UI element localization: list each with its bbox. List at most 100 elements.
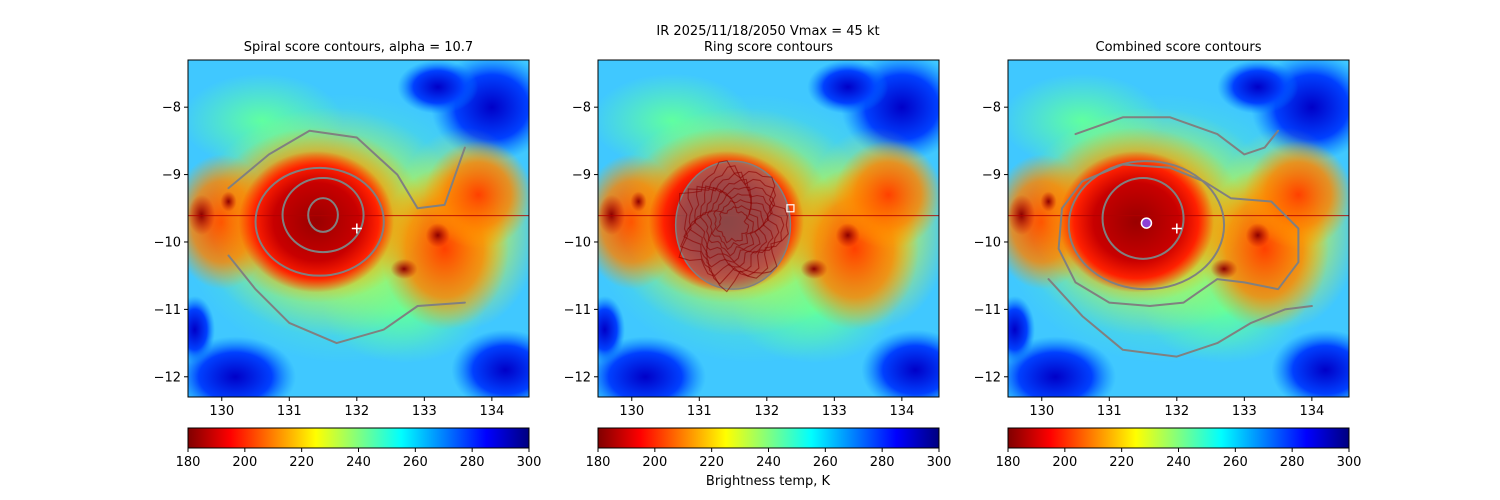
ring-inner-contour (711, 200, 754, 251)
axes-frame (1007, 59, 1350, 398)
colorbar-tick-label: 280 (1280, 455, 1305, 470)
axes-frame (597, 59, 940, 398)
deep-convection (800, 258, 828, 280)
cold-region (1217, 60, 1299, 114)
score-contour-line (1057, 163, 1300, 307)
ring-center-marker (786, 204, 795, 213)
y-tick-label: −11 (564, 303, 591, 318)
x-tick-label: 134 (889, 404, 914, 419)
x-tick-label: 133 (412, 404, 437, 419)
rainband (1244, 140, 1349, 249)
colorbar-tick-label: 300 (1337, 455, 1362, 470)
cold-region (1271, 329, 1349, 397)
cold-region (598, 336, 707, 397)
x-tick-label: 132 (344, 404, 369, 419)
y-tick-label: −10 (974, 235, 1001, 250)
contours (674, 160, 792, 293)
score-contour-ring (281, 176, 365, 254)
deep-convection (1210, 258, 1238, 280)
colorbar (597, 427, 940, 449)
ring-inner-contour (693, 186, 770, 268)
ring-inner-contour (678, 160, 789, 293)
ring-inner-contour (683, 171, 780, 277)
cold-region (598, 295, 626, 364)
colorbar-tick-label: 200 (232, 455, 257, 470)
colorbar-label: Brightness temp, K (706, 474, 831, 489)
deep-convection (835, 223, 860, 248)
colorbar-tick-label: 220 (699, 455, 724, 470)
colorbar-tick-label: 220 (1109, 455, 1134, 470)
score-contour-line (1074, 116, 1280, 156)
y-tick-label: −10 (564, 235, 591, 250)
colorbar-tick-label: 240 (756, 455, 781, 470)
y-tick-label: −9 (982, 168, 1001, 183)
colorbar-tick-label: 180 (996, 455, 1021, 470)
y-tick-label: −10 (154, 235, 181, 250)
contours (1047, 116, 1313, 358)
colorbar-tick-label: 260 (813, 455, 838, 470)
panel-title: Ring score contours (704, 40, 833, 55)
colorbar (1007, 427, 1350, 449)
colorbar (187, 427, 530, 449)
x-tick-label: 131 (1097, 404, 1122, 419)
y-tick-label: −8 (982, 101, 1001, 116)
central-overcast (1058, 150, 1214, 293)
cold-region (188, 336, 297, 397)
colorbar-tick-label: 260 (1223, 455, 1248, 470)
ring-inner-contour (715, 206, 750, 244)
panel-title: Spiral score contours, alpha = 10.7 (244, 40, 473, 55)
rainband (424, 140, 529, 249)
deep-convection (598, 194, 626, 236)
colorbar-tick-label: 300 (517, 455, 542, 470)
brightness-image (1008, 60, 1349, 397)
score-contour-ring (254, 166, 385, 277)
panel-ring: Ring score contours 130 131 132 133 134 −8 −9 −1… (564, 40, 952, 470)
y-tick-label: −11 (974, 303, 1001, 318)
panel-spiral: Spiral score contours, alpha = 10.7 130 13… (154, 40, 542, 470)
x-tick-label: 132 (754, 404, 779, 419)
score-contour-ring (1101, 176, 1185, 260)
center-plus-marker (351, 223, 362, 234)
center-plus-marker (1171, 223, 1182, 234)
score-contour-line (227, 129, 466, 210)
deep-convection (188, 194, 216, 236)
y-tick-label: −12 (974, 370, 1001, 385)
cold-region (861, 329, 939, 397)
brightness-image (188, 60, 529, 397)
y-tick-label: −8 (572, 101, 591, 116)
x-tick-label: 133 (1232, 404, 1257, 419)
x-tick-label: 132 (1164, 404, 1189, 419)
y-tick-label: −12 (564, 370, 591, 385)
cold-region (188, 295, 216, 364)
ring-inner-contour (706, 194, 760, 257)
x-tick-label: 131 (687, 404, 712, 419)
x-tick-label: 133 (822, 404, 847, 419)
cold-region (1008, 295, 1036, 364)
cold-region (397, 60, 479, 114)
axes-frame (187, 59, 530, 398)
cold-region (451, 329, 529, 397)
colorbar-tick-label: 240 (346, 455, 371, 470)
figure-suptitle: IR 2025/11/18/2050 Vmax = 45 kt (656, 24, 879, 39)
colorbar-tick-label: 180 (586, 455, 611, 470)
central-overcast (238, 150, 394, 293)
score-contour-ring (1067, 160, 1226, 291)
deep-convection (630, 191, 647, 212)
y-tick-label: −9 (162, 168, 181, 183)
deep-convection (220, 191, 237, 212)
colorbar-tick-label: 300 (927, 455, 952, 470)
ring-inner-contour (700, 189, 765, 263)
colorbar-tick-label: 200 (642, 455, 667, 470)
score-contour-ring (307, 197, 339, 233)
x-tick-label: 134 (479, 404, 504, 419)
deep-convection (425, 223, 450, 248)
deep-convection (1040, 191, 1057, 212)
panel-combined: Combined score contours 130 131 132 133 134 −8… (974, 40, 1362, 470)
y-tick-label: −12 (154, 370, 181, 385)
colorbar-tick-label: 240 (1166, 455, 1191, 470)
colorbar-tick-label: 280 (870, 455, 895, 470)
score-contour-line (1047, 278, 1313, 358)
cold-region (807, 60, 889, 114)
deep-convection (390, 258, 418, 280)
